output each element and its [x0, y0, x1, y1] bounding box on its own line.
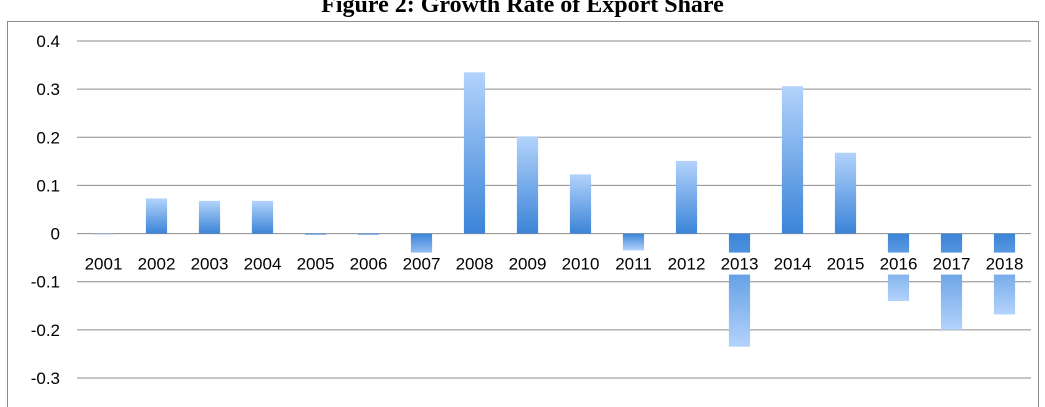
x-tick-label: 2008 — [456, 255, 494, 274]
x-tick-label: 2014 — [774, 255, 812, 274]
x-tick-label-bg — [451, 252, 498, 275]
y-tick-label: 0.2 — [36, 128, 60, 147]
bar-2012 — [675, 160, 698, 234]
bar-2014 — [781, 86, 804, 234]
bar-2011 — [622, 233, 645, 251]
bar-2005 — [304, 233, 327, 236]
y-axis-ticks: 0.4 0.3 0.2 0.1 0 -0.1 -0.2 -0.3 — [31, 32, 60, 388]
bar-2004 — [251, 200, 274, 234]
bar-2006 — [357, 233, 380, 236]
bar-2003 — [198, 200, 221, 234]
x-tick-label: 2017 — [933, 255, 971, 274]
x-tick-label-bg — [769, 252, 816, 275]
x-tick-label-bg — [610, 252, 657, 275]
bar-2002 — [145, 198, 168, 234]
x-tick-label: 2015 — [827, 255, 865, 274]
x-tick-label: 2005 — [297, 255, 335, 274]
x-tick-label-bg — [186, 252, 233, 275]
x-tick-label-bg — [557, 252, 604, 275]
bars — [92, 72, 1016, 347]
y-tick-label: 0 — [51, 225, 60, 244]
x-tick-label-bg — [133, 252, 180, 275]
x-tick-label-bg — [239, 252, 286, 275]
bar-2013 — [728, 233, 751, 347]
y-tick-label: -0.1 — [31, 273, 60, 292]
x-tick-label-bg — [504, 252, 551, 275]
bar-2010 — [569, 174, 592, 234]
y-tick-label: 0.4 — [36, 32, 60, 51]
x-tick-label: 2009 — [509, 255, 547, 274]
x-tick-label: 2010 — [562, 255, 600, 274]
y-tick-label: -0.3 — [31, 369, 60, 388]
y-tick-label: 0.1 — [36, 176, 60, 195]
x-tick-label-bg — [292, 252, 339, 275]
x-axis-ticks: 2001 2002 2003 2004 2005 2006 2007 2008 2009 2010… — [80, 252, 1028, 275]
x-tick-label: 2013 — [721, 255, 759, 274]
y-tick-label: 0.3 — [36, 80, 60, 99]
x-tick-label: 2018 — [986, 255, 1024, 274]
x-tick-label: 2002 — [138, 255, 176, 274]
bar-2008 — [463, 72, 486, 234]
x-tick-label: 2003 — [191, 255, 229, 274]
bar-2009 — [516, 136, 539, 234]
bar-2001 — [92, 233, 115, 235]
x-tick-label-bg — [875, 252, 922, 275]
x-tick-label-bg — [80, 252, 127, 275]
x-tick-label: 2004 — [244, 255, 282, 274]
x-tick-label: 2011 — [615, 255, 652, 274]
y-tick-label: -0.2 — [31, 321, 60, 340]
x-tick-label-bg — [663, 252, 710, 275]
x-tick-label: 2001 — [85, 255, 123, 274]
x-tick-label-bg — [398, 252, 445, 275]
x-tick-label: 2006 — [350, 255, 388, 274]
chart-frame — [7, 21, 1039, 407]
x-tick-label-bg — [716, 252, 763, 275]
x-tick-label-bg — [345, 252, 392, 275]
chart-title: Figure 2: Growth Rate of Export Share — [321, 0, 724, 18]
bar-2015 — [834, 152, 857, 234]
x-tick-label: 2007 — [403, 255, 441, 274]
bar-2017 — [940, 233, 963, 330]
x-tick-label: 2016 — [880, 255, 918, 274]
x-tick-label-bg — [928, 252, 975, 275]
gridlines — [77, 40, 1031, 379]
x-tick-label-bg — [822, 252, 869, 275]
x-tick-label-bg — [981, 252, 1028, 275]
x-tick-label: 2012 — [668, 255, 706, 274]
